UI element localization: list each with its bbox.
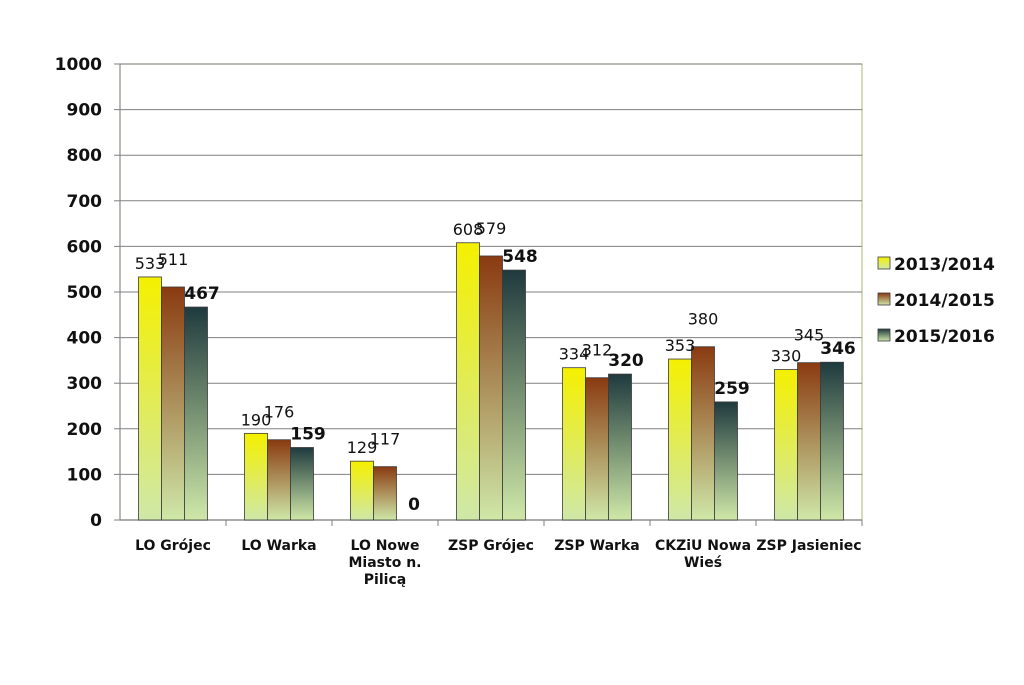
category-label: ZSP Grójec <box>448 538 534 554</box>
category-label: Pilicą <box>364 572 406 588</box>
bar-6-1 <box>797 362 821 521</box>
value-label: 345 <box>794 326 825 345</box>
bar-2-0 <box>350 460 374 521</box>
legend-label: 2014/2015 <box>894 291 995 311</box>
category-label: Wieś <box>684 555 722 571</box>
category-label: LO Grójec <box>135 538 211 554</box>
bar-4-0 <box>562 367 586 521</box>
bar-0-1 <box>161 286 185 521</box>
value-label: 190 <box>241 410 272 429</box>
value-label: 320 <box>608 351 644 371</box>
bar-4-1 <box>585 377 609 521</box>
y-tick-label: 200 <box>67 420 103 440</box>
value-label: 330 <box>771 347 802 366</box>
bars <box>138 242 844 521</box>
value-label: 533 <box>135 254 166 273</box>
y-tick-label: 1000 <box>55 55 102 75</box>
value-label: 334 <box>559 345 590 364</box>
value-label: 380 <box>688 310 719 329</box>
bar-5-2 <box>714 401 738 521</box>
bar-1-1 <box>267 439 291 521</box>
y-tick-label: 0 <box>90 511 102 531</box>
y-tick-label: 300 <box>67 374 103 394</box>
category-label: ZSP Jasieniec <box>756 538 861 554</box>
bar-1-0 <box>244 432 268 521</box>
legend: 2013/2014 2014/2015 2015/2016 <box>877 255 995 347</box>
bar-0-2 <box>184 306 208 521</box>
legend-label: 2015/2016 <box>894 327 995 347</box>
category-label: CKZiU Nowa <box>655 538 751 554</box>
y-tick-label: 900 <box>67 101 103 121</box>
value-label: 346 <box>820 339 856 359</box>
category-label: Miasto n. <box>349 555 422 571</box>
value-label: 548 <box>502 247 538 267</box>
category-label: ZSP Warka <box>554 538 639 554</box>
category-label: LO Nowe <box>351 538 420 554</box>
y-tick-label: 100 <box>67 465 103 485</box>
value-label: 117 <box>370 430 401 449</box>
bar-4-2 <box>608 373 632 521</box>
legend-swatch <box>877 328 891 342</box>
value-label: 608 <box>453 220 484 239</box>
value-label: 312 <box>582 341 613 360</box>
value-label: 0 <box>408 495 420 515</box>
value-label: 259 <box>714 379 750 399</box>
y-tick-label: 600 <box>67 237 103 257</box>
y-tick-label: 400 <box>67 329 103 349</box>
bar-6-2 <box>820 361 844 521</box>
legend-swatch <box>877 256 891 270</box>
bar-3-2 <box>502 269 526 521</box>
bar-3-1 <box>479 255 503 521</box>
legend-swatch <box>877 292 891 306</box>
y-tick-label: 800 <box>67 146 103 166</box>
y-axis: 0 100 200 300 400 500 600 700 800 900 1000 <box>55 55 862 531</box>
y-tick-label: 700 <box>67 192 103 212</box>
value-label: 511 <box>158 250 189 269</box>
value-label: 579 <box>476 219 507 238</box>
bar-1-2 <box>290 447 314 521</box>
value-label: 467 <box>184 284 220 304</box>
value-label: 129 <box>347 438 378 457</box>
legend-label: 2013/2014 <box>894 255 995 275</box>
y-tick-label: 500 <box>67 283 103 303</box>
value-label: 159 <box>290 424 326 444</box>
bar-3-0 <box>456 242 480 521</box>
category-label: LO Warka <box>241 538 316 554</box>
value-label: 176 <box>264 403 295 422</box>
bar-0-0 <box>138 276 162 521</box>
bar-2-1 <box>373 466 397 521</box>
bar-5-0 <box>668 358 692 521</box>
bar-5-1 <box>691 346 715 521</box>
bar-6-0 <box>774 369 798 521</box>
value-label: 353 <box>665 336 696 355</box>
